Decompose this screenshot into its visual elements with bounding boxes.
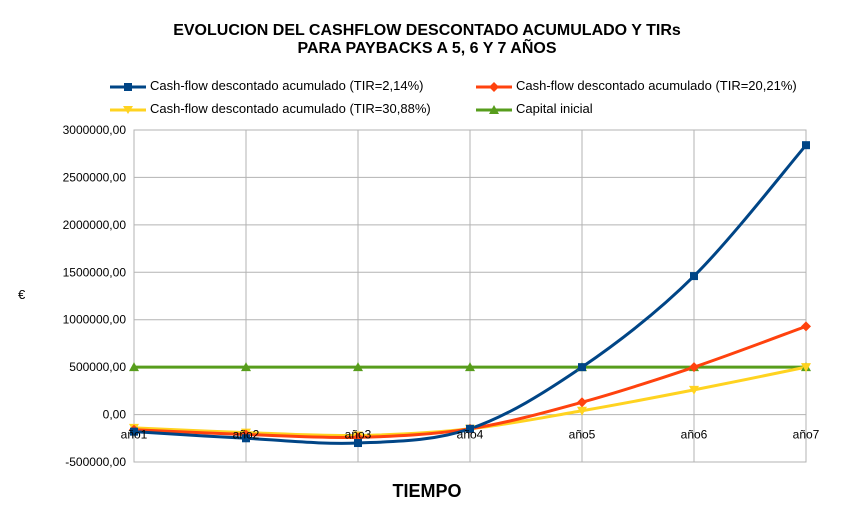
- legend-label-series3: Cash-flow descontado acumulado (TIR=30,8…: [150, 101, 431, 116]
- series-3-point: [577, 406, 587, 416]
- series-4-point: [353, 362, 363, 372]
- y-tick-label: 1500000,00: [63, 265, 127, 279]
- x-axis-title: TIEMPO: [392, 481, 462, 501]
- series-4-point: [129, 362, 139, 372]
- legend-label-series2: Cash-flow descontado acumulado (TIR=20,2…: [516, 78, 797, 93]
- series-1-point: [242, 434, 250, 443]
- y-axis-title: €: [18, 287, 26, 302]
- legend-label-series1: Cash-flow descontado acumulado (TIR=2,14…: [150, 78, 424, 93]
- series-1-point: [466, 424, 474, 433]
- legend-label-series4: Capital inicial: [516, 101, 593, 116]
- x-tick-label: año6: [681, 428, 708, 442]
- x-tick-label: año1: [121, 428, 148, 442]
- series-4-point: [241, 362, 251, 372]
- series-3-point: [801, 363, 811, 373]
- series-1-point: [690, 272, 698, 281]
- y-tick-label: -500000,00: [65, 455, 126, 469]
- y-tick-label: 1000000,00: [63, 313, 127, 327]
- y-tick-label: 2500000,00: [63, 170, 127, 184]
- y-tick-label: 2000000,00: [63, 218, 127, 232]
- series-2-point: [801, 321, 811, 332]
- x-tick-label: año2: [233, 428, 260, 442]
- x-tick-label: año4: [457, 428, 484, 442]
- chart-title-line2: PARA PAYBACKS A 5, 6 Y 7 AÑOS: [297, 40, 557, 57]
- series-4-point: [465, 362, 475, 372]
- x-tick-label: año3: [345, 428, 372, 442]
- x-tick-label: año5: [569, 428, 596, 442]
- series-1-point: [802, 141, 810, 150]
- series-3-point: [689, 385, 699, 395]
- y-tick-label: 500000,00: [69, 360, 126, 374]
- series-2-point: [689, 362, 699, 373]
- series-1-point: [578, 363, 586, 372]
- series-1-point: [354, 439, 362, 448]
- x-tick-label: año7: [793, 428, 820, 442]
- series-1-point: [130, 427, 138, 436]
- chart-title-line1: EVOLUCION DEL CASHFLOW DESCONTADO ACUMUL…: [173, 22, 681, 39]
- y-tick-label: 0,00: [103, 408, 127, 422]
- plot-frame: [133, 129, 807, 463]
- y-tick-label: 3000000,00: [63, 123, 127, 137]
- series-2-point: [577, 397, 587, 408]
